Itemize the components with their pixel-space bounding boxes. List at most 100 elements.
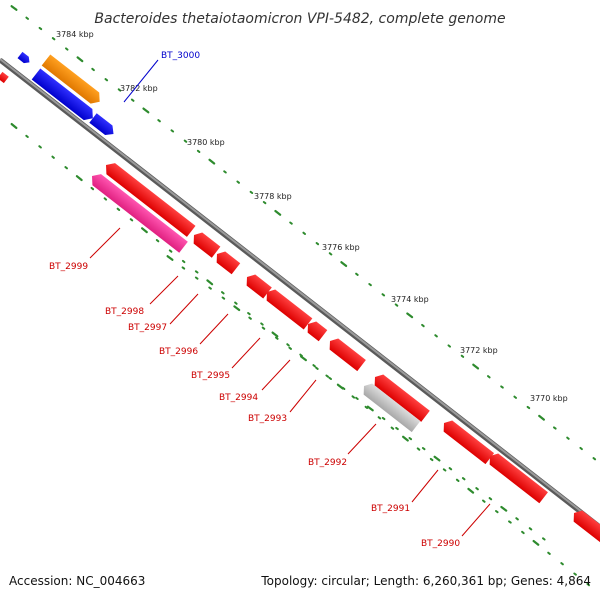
gene-label-bt-2997[interactable]: BT_2997	[128, 323, 167, 333]
scale-tick-dot	[315, 242, 320, 246]
scale-tick-dot	[368, 283, 372, 287]
scale-tick-major	[206, 279, 214, 286]
gene-bt-2999[interactable]	[102, 159, 196, 237]
scale-tick-major	[406, 312, 414, 319]
scale-tick-dot	[38, 145, 42, 149]
scale-tick-major	[208, 158, 216, 165]
gene-bt-2991[interactable]	[440, 417, 495, 465]
scale-tick-major	[366, 405, 374, 412]
gene-label-bt-2999[interactable]: BT_2999	[49, 262, 88, 272]
gene-label-bt-2990[interactable]: BT_2990	[421, 539, 460, 549]
leader-bt-2996	[199, 313, 229, 345]
gene-bt-2992-red[interactable]	[371, 371, 430, 422]
gene-bt-2994[interactable]	[304, 318, 328, 342]
scale-tick-major	[271, 331, 279, 338]
scale-tick-major	[467, 487, 475, 494]
gene-features	[0, 51, 600, 544]
scale-tick-dot	[25, 16, 29, 20]
gene-bt-2993[interactable]	[326, 335, 366, 372]
gene-reverse-edge[interactable]	[570, 507, 600, 544]
scale-tick-major	[500, 505, 508, 512]
scale-tick-dot	[495, 510, 499, 514]
scale-tick-dot	[377, 416, 382, 420]
leader-bt-2992	[347, 423, 377, 455]
gene-forward-blue-short[interactable]	[89, 113, 117, 138]
scale-tick-dot	[155, 239, 160, 243]
gene-label-bt-2998[interactable]: BT_2998	[105, 307, 144, 317]
gene-bt-2996[interactable]	[243, 271, 272, 299]
scale-tick-dot	[302, 231, 306, 235]
gene-label-bt-2992[interactable]: BT_2992	[308, 458, 347, 468]
scale-tick-dot	[116, 207, 121, 211]
scale-tick-dot	[221, 296, 226, 300]
scale-tick-dot	[482, 499, 486, 503]
scale-tick-dot	[65, 47, 69, 51]
scale-tick-dot	[355, 396, 359, 400]
scale-label: 3784 kbp	[56, 30, 94, 39]
gene-label-bt-2996[interactable]: BT_2996	[159, 347, 198, 357]
scale-label: 3772 kbp	[460, 346, 498, 355]
leader-bt-2995	[231, 337, 261, 369]
scale-tick-dot	[223, 170, 227, 174]
gene-bt-2998[interactable]	[190, 229, 221, 258]
scale-tick-dot	[455, 478, 460, 482]
scale-tick-dot	[196, 149, 201, 153]
map-title: Bacteroides thetaiotaomicron VPI-5482, c…	[94, 11, 505, 27]
scale-tick-dot	[129, 218, 134, 222]
genome-stats-text: Topology: circular; Length: 6,260,361 bp…	[260, 574, 591, 588]
scale-tick-dot	[513, 395, 517, 399]
gene-bt-2995[interactable]	[263, 286, 313, 330]
scale-tick-dot	[553, 426, 557, 430]
leader-bt-2994	[261, 359, 291, 391]
scale-tick-dot	[487, 375, 491, 379]
gene-bt-2990[interactable]	[486, 450, 548, 504]
gene-bt-2992-grey[interactable]	[360, 380, 421, 433]
scale-tick-dot	[381, 416, 386, 421]
scale-tick-major	[233, 305, 241, 312]
gene-reverse-partial[interactable]	[0, 71, 9, 84]
scale-tick-dot	[381, 293, 386, 297]
scale-tick-dot	[157, 119, 161, 123]
scale-tick-dot	[194, 276, 199, 280]
gene-label-bt-2994[interactable]: BT_2994	[219, 393, 258, 403]
scale-tick-dot	[394, 303, 399, 307]
gene-forward-blue-long[interactable]	[31, 68, 97, 123]
gene-forward-partial[interactable]	[17, 51, 32, 66]
scale-tick-dot	[181, 266, 186, 270]
scale-label: 3780 kbp	[187, 138, 225, 147]
scale-tick-major	[433, 455, 441, 462]
scale-tick-dot	[566, 436, 570, 440]
scale-tick-dot	[181, 259, 186, 264]
genome-backbone	[0, 58, 600, 529]
scale-tick-dot	[275, 336, 279, 340]
scale-label: 3782 kbp	[120, 84, 158, 93]
scale-tick-dot	[247, 312, 251, 316]
leader-bt-2997	[169, 293, 199, 325]
gene-bt-2997[interactable]	[213, 248, 241, 275]
gene-bt-2999-pink[interactable]	[88, 170, 188, 253]
scale-tick-dot	[500, 385, 504, 389]
leader-bt-2991	[411, 469, 439, 503]
scale-tick-dot	[234, 301, 238, 305]
gene-label-bt-2993[interactable]: BT_2993	[248, 414, 287, 424]
scale-tick-dot	[194, 270, 199, 274]
scale-tick-dot	[289, 221, 293, 225]
scale-track-inner-lower	[166, 255, 546, 541]
scale-tick-major	[532, 539, 540, 546]
gene-label-bt-3000[interactable]: BT_3000	[161, 51, 200, 61]
gene-label-bt-2995[interactable]: BT_2995	[191, 371, 230, 381]
scale-tick-dot	[429, 457, 434, 462]
scale-label: 3778 kbp	[254, 192, 292, 201]
scale-tick-major	[10, 5, 18, 11]
gene-bt-3000[interactable]	[41, 54, 104, 107]
scale-labels: 3784 kbp 3782 kbp 3780 kbp 3778 kbp 3776…	[56, 30, 568, 403]
gene-label-bt-2991[interactable]: BT_2991	[371, 504, 410, 514]
scale-tick-dot	[547, 551, 551, 555]
scale-tick-dot	[64, 166, 68, 170]
scale-tick-dot	[170, 129, 175, 133]
scale-tick-dot	[51, 155, 55, 159]
leader-bt-2993	[289, 379, 317, 413]
scale-tick-dot	[221, 291, 225, 295]
scale-tick-dot	[560, 562, 564, 566]
scale-label: 3776 kbp	[322, 243, 360, 252]
